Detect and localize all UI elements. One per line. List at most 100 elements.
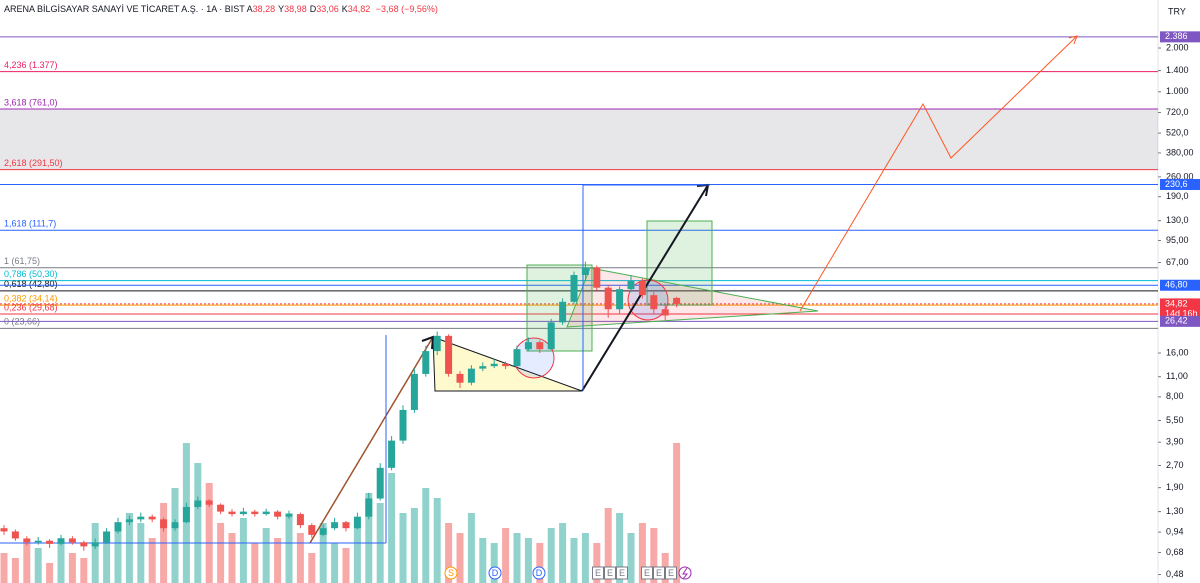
ohlc-value: 38,28 [252, 4, 276, 14]
volume-bar [125, 513, 133, 583]
event-label: E [656, 568, 662, 578]
candle-body [433, 335, 441, 352]
volume-bar [593, 543, 601, 583]
y-tick-label: 720,0 [1166, 107, 1189, 117]
volume-bar [137, 523, 145, 583]
candle-body [194, 500, 202, 507]
volume-bar [445, 523, 453, 583]
candle-body [456, 373, 464, 383]
volume-bar [604, 508, 612, 583]
volume-bar [285, 513, 293, 583]
volume-bar [570, 538, 578, 583]
candle-body [445, 335, 453, 374]
change: −3,68 (−9,56%) [375, 4, 438, 14]
candle-body [125, 519, 133, 523]
candle-body [228, 511, 236, 515]
volume-bar [11, 558, 19, 583]
candle-body [365, 498, 373, 517]
ohlc-key: Y [278, 4, 285, 14]
event-label: E [668, 568, 674, 578]
y-tick-label: 0,48 [1166, 569, 1184, 579]
candle-body [570, 275, 578, 302]
volume-bar [365, 493, 373, 583]
fib-zone [0, 109, 1158, 170]
volume-bar [433, 498, 441, 583]
y-tick-label: 8,00 [1166, 391, 1184, 401]
fib-label: 3,618 (761,0) [4, 97, 58, 107]
candle-body [490, 363, 498, 367]
candle-body [182, 506, 190, 523]
event-label: S [448, 568, 454, 578]
volume-bar [171, 488, 179, 583]
y-tick-label: 1,30 [1166, 506, 1184, 516]
volume-bar [331, 543, 339, 583]
volume-bar [479, 538, 487, 583]
fib-label: 1,618 (111,7) [4, 219, 56, 229]
candle-body [467, 368, 475, 383]
candle-body [171, 522, 179, 529]
candle-body [502, 363, 510, 367]
volume-bar [513, 533, 521, 583]
fib-label: 0,382 (34,14) [4, 294, 58, 304]
volume-bar [422, 488, 430, 583]
volume-bar [46, 563, 54, 583]
volume-bar [296, 533, 304, 583]
ohlc-value: 38,98 [284, 4, 307, 14]
volume-bar [581, 533, 589, 583]
candle-body [148, 516, 156, 520]
candle-body [673, 297, 681, 304]
volume-bar [68, 553, 76, 583]
circle [627, 279, 669, 321]
y-tick-label: 1.000 [1166, 86, 1189, 96]
volume-bar [251, 543, 259, 583]
y-tick-label: 1.400 [1166, 65, 1189, 75]
candle-body [46, 540, 54, 544]
volume-bar [342, 548, 350, 583]
price-badge-label: 34,82 [1165, 298, 1188, 308]
header: ARENA BİLGİSAYAR SANAYİ VE TİCARET A.Ş. … [4, 4, 441, 14]
y-tick-label: 3,90 [1166, 437, 1184, 447]
volume-bar [353, 528, 361, 583]
volume-bar [23, 543, 31, 583]
candle-body [638, 281, 646, 296]
volume-bar [399, 513, 407, 583]
candle-body [342, 522, 350, 529]
price-badge-label: 46,80 [1165, 280, 1188, 290]
y-tick-label: 190,0 [1166, 191, 1189, 201]
event-marker [488, 566, 502, 580]
volume-bar [148, 538, 156, 583]
ohlc-value: 33,06 [316, 4, 339, 14]
price-badge-sub: 14d 16h [1165, 308, 1198, 318]
volume-bar [388, 473, 396, 583]
volume-bar [34, 548, 42, 583]
volume-bar [308, 553, 316, 583]
candle-body [376, 467, 384, 499]
event-marker [653, 566, 665, 580]
projection-head [1068, 35, 1078, 45]
event-marker [592, 566, 604, 580]
event-label: D [492, 568, 499, 578]
candle-body [479, 366, 487, 369]
volume-bar [319, 523, 327, 583]
candle-body [410, 373, 418, 410]
ohlc: A38,28 Y38,98 D33,06 K34,82 [247, 4, 374, 14]
candle-body [559, 301, 567, 323]
candle-body [308, 525, 316, 535]
volume-bar [114, 528, 122, 583]
price-badge-label: 2.386 [1165, 31, 1188, 41]
candle-body [331, 522, 339, 529]
fib-label: 1 (61,75) [4, 256, 40, 266]
volume-bar [262, 528, 270, 583]
event-marker [641, 566, 653, 580]
candle-body [296, 514, 304, 526]
candle-body [604, 287, 612, 310]
trend-line [309, 336, 434, 544]
price-badge [1160, 279, 1200, 291]
candle-body [68, 538, 76, 543]
event-label: E [644, 568, 650, 578]
price-badge-label: 26,42 [1165, 316, 1188, 326]
price-badge [1160, 178, 1200, 190]
candle-body [205, 500, 213, 505]
